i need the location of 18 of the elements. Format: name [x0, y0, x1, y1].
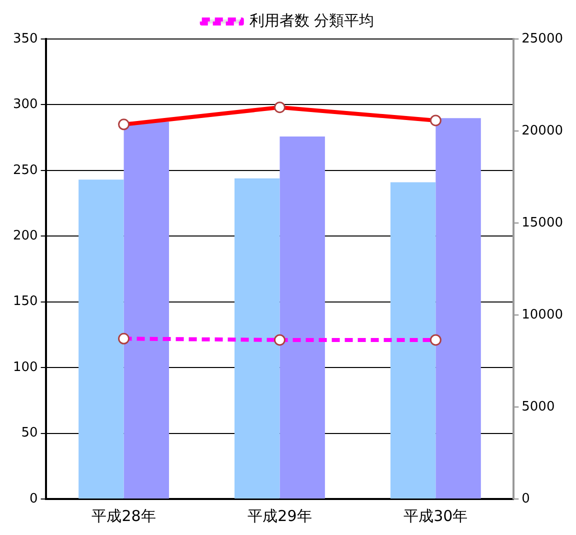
y-tick-label: 150 — [12, 294, 38, 310]
y2-tick-label: 0 — [522, 491, 530, 506]
y2-tick-label: 25000 — [522, 31, 564, 46]
x-tick-label: 平成30年 — [404, 506, 468, 525]
y-tick-label: 300 — [12, 97, 38, 112]
y2-tick-label: 20000 — [522, 123, 564, 138]
y2-tick-label: 15000 — [522, 215, 564, 230]
y-tick-label: 50 — [21, 426, 38, 441]
y-tick-label: 0 — [30, 491, 38, 506]
legend-label: 利用者数 分類平均 — [249, 11, 374, 30]
x-tick-label: 平成28年 — [92, 506, 156, 525]
y2-tick-label: 5000 — [522, 399, 555, 414]
y-tick-label: 350 — [12, 31, 38, 46]
y-tick-label: 100 — [12, 360, 38, 375]
y-tick-label: 250 — [12, 162, 38, 178]
y2-tick-label: 10000 — [522, 307, 564, 322]
x-tick-label: 平成29年 — [248, 506, 312, 525]
y-tick-label: 200 — [12, 228, 38, 244]
